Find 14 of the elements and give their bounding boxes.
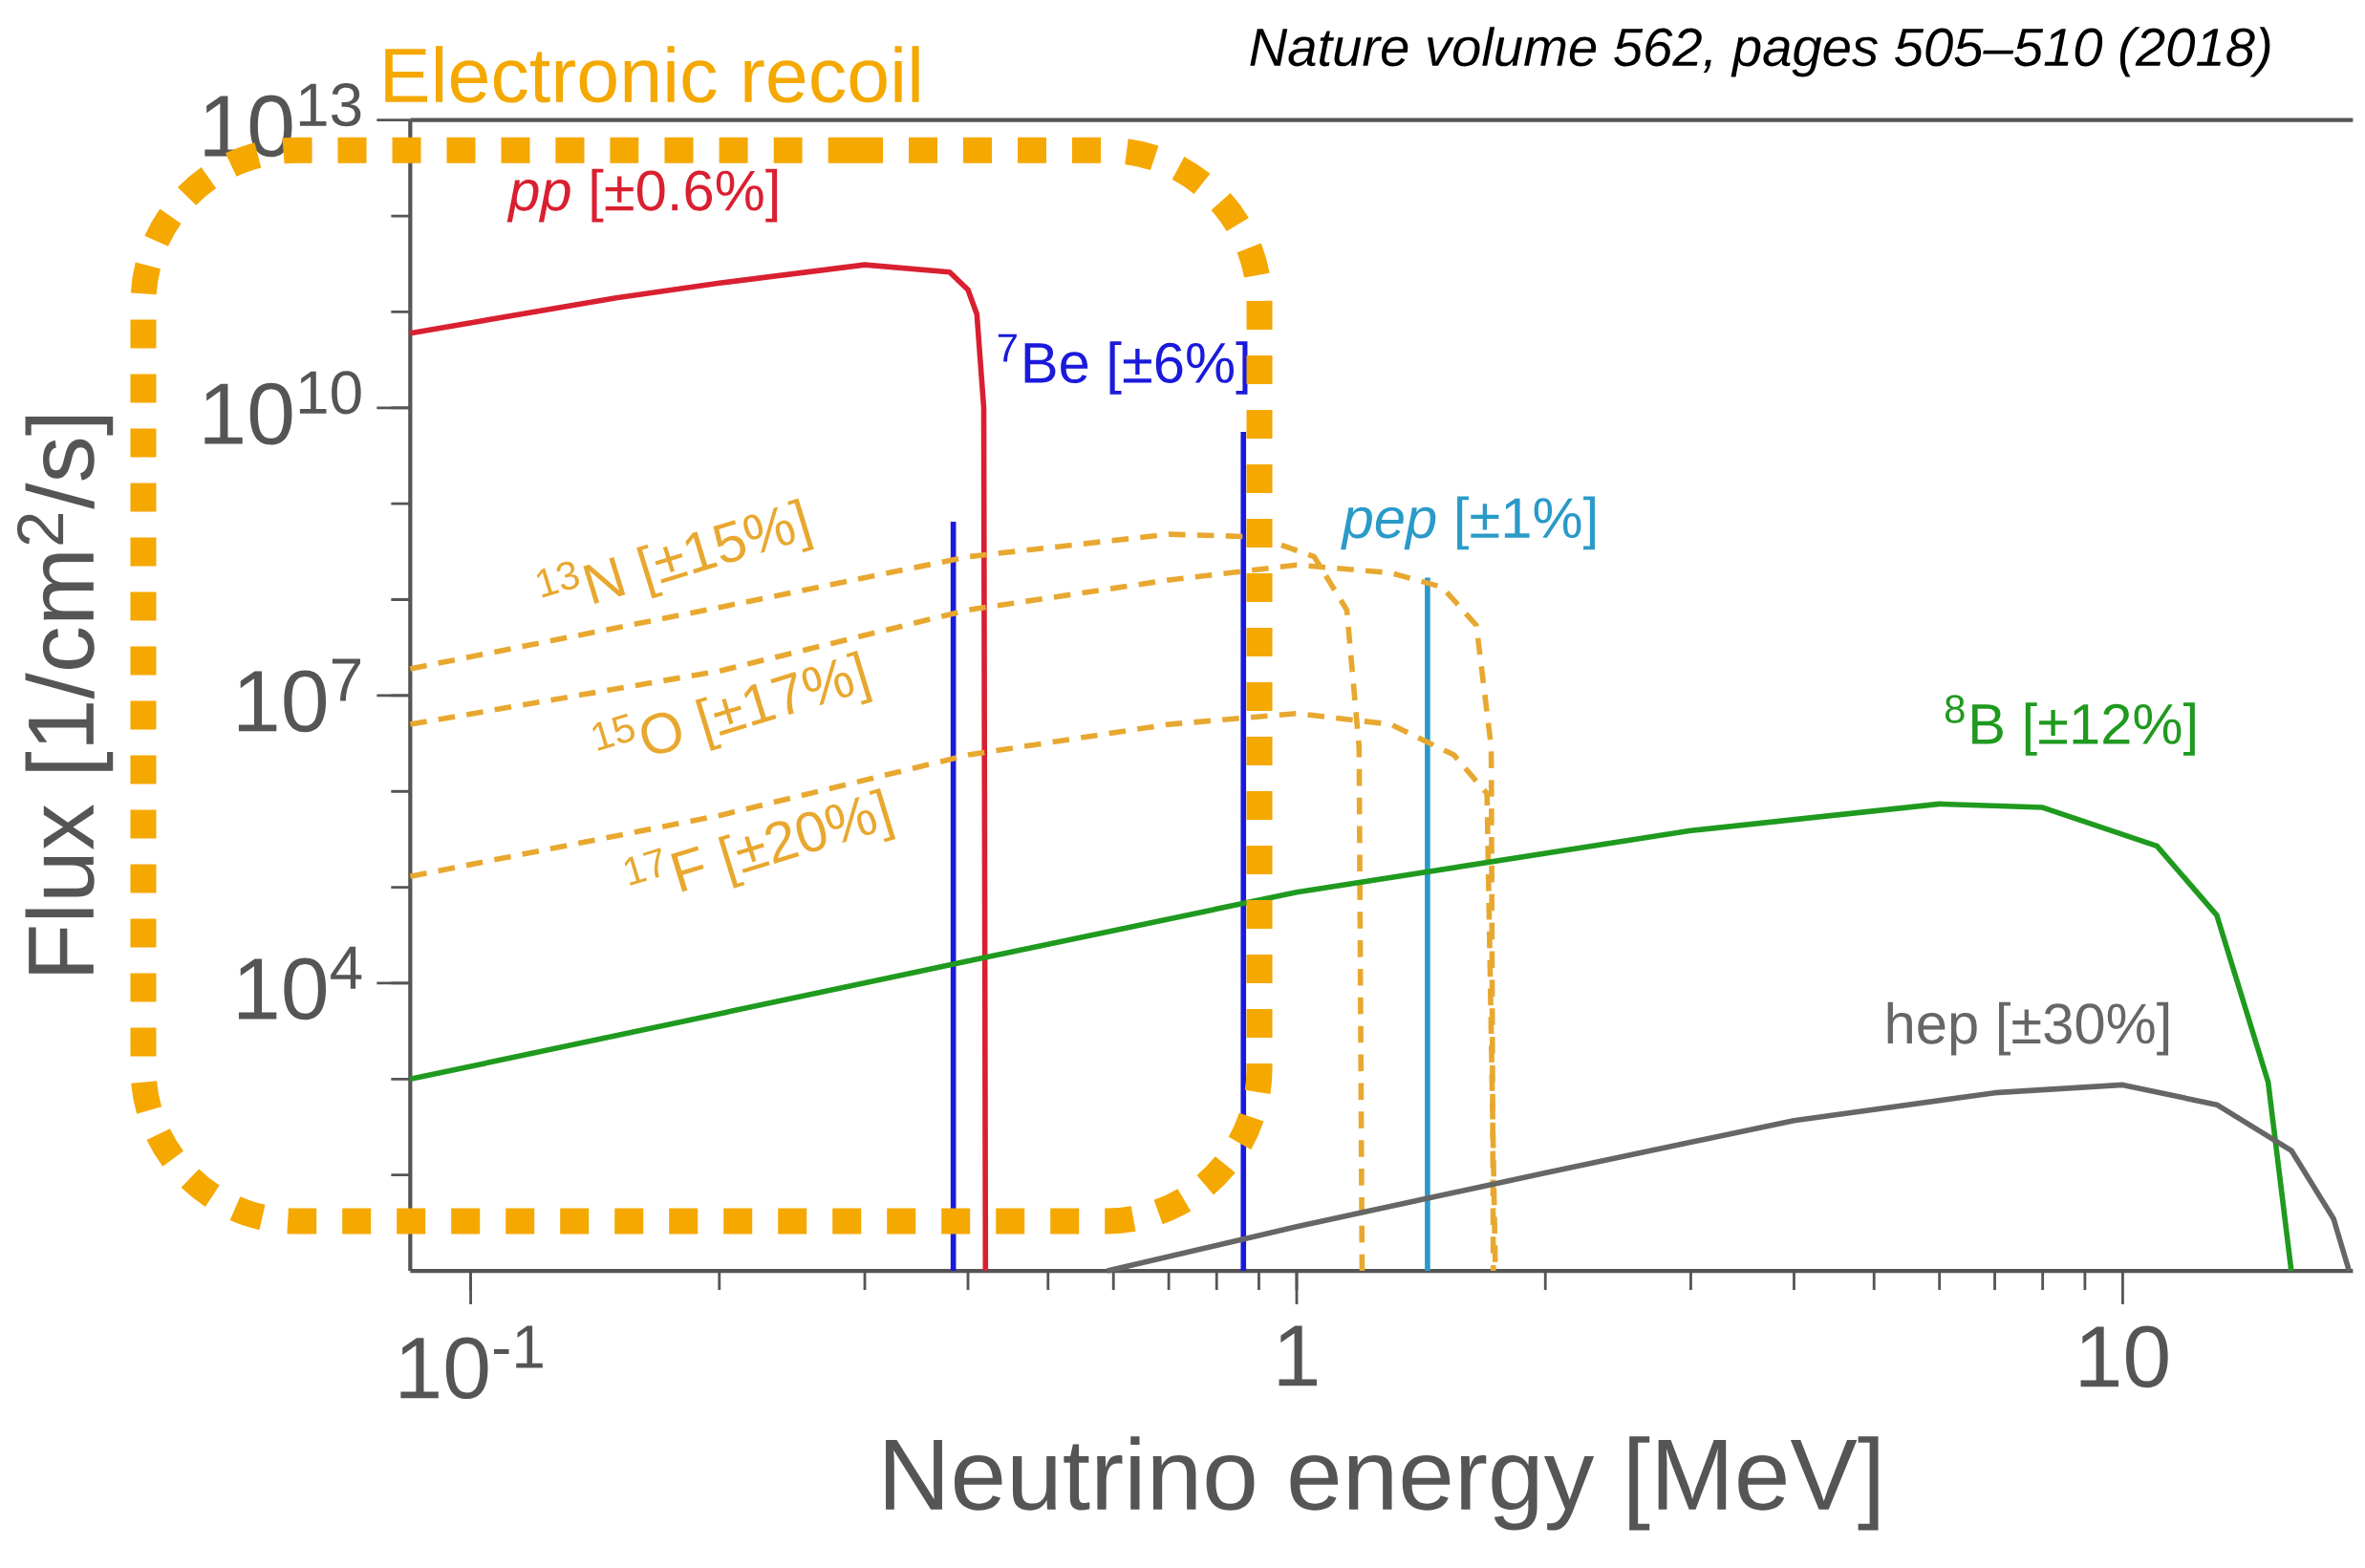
x-axis-title: Neutrino energy [MeV] [886, 1436, 1879, 1531]
series-label: pep [±1%] [1341, 496, 1595, 550]
series-label: pp [±0.6%] [506, 168, 778, 223]
y-tick-label: 10$^{10}$ [204, 371, 361, 445]
y-axis-title: Flux [1/cm$^{2}$/s] [16, 416, 114, 974]
y-tick-label: 10$^{4}$ [238, 946, 362, 1020]
series-label: $^{8}$B [±12%] [1945, 695, 2195, 756]
x-tick-label: 1 [1279, 1325, 1317, 1386]
y-tick-label: 10$^{7}$ [238, 658, 360, 733]
text: Electronic recoil [385, 46, 919, 103]
text: Nature volume 562, pages 505–510 (2018) [1250, 27, 2270, 77]
x-tick-label: 10 [2080, 1325, 2168, 1388]
series-label: hep [±30%] [1887, 1001, 2169, 1056]
x-tick-label: 10$^{-1}$ [400, 1325, 543, 1400]
